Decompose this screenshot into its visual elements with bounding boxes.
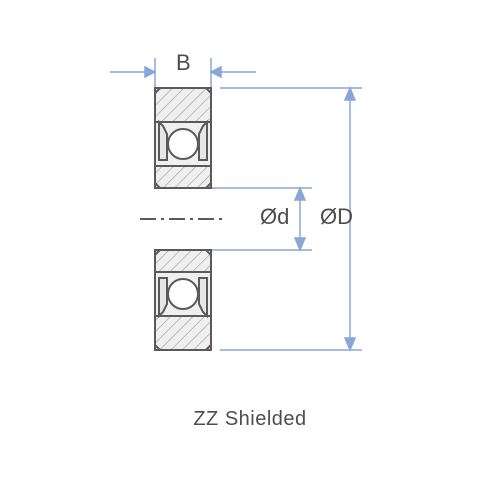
label-inner-diameter: Ød xyxy=(260,204,289,230)
bearing-diagram: B Ød ØD ZZ Shielded xyxy=(0,0,500,500)
bearing-section xyxy=(140,88,226,350)
label-outer-diameter: ØD xyxy=(320,204,353,230)
caption: ZZ Shielded xyxy=(0,408,500,431)
label-width: B xyxy=(176,50,191,76)
